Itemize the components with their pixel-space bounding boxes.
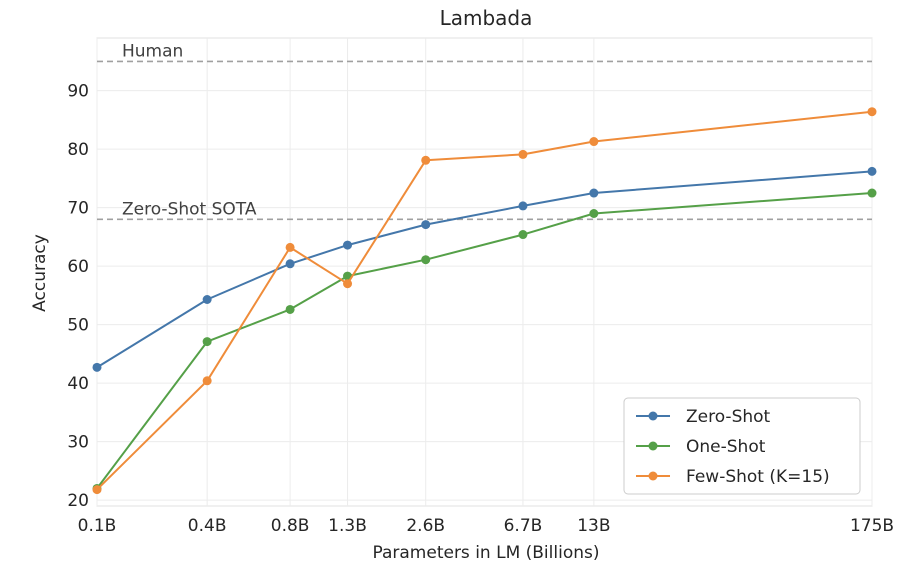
legend-box [623,397,861,495]
data-point [589,137,599,147]
y-axis-label: Accuracy [30,234,50,312]
legend-label: Zero-Shot [686,407,771,427]
data-point [421,255,431,265]
legend-label: One-Shot [686,437,766,457]
series-line [96,192,873,490]
chart-title: Lambada [440,6,533,30]
legend-item: One-Shot [636,437,766,457]
series-line [96,170,873,369]
legend: Zero-Shot One-Shot Few-Shot (K=15) [623,397,861,495]
data-point [202,294,212,304]
data-point [285,259,295,269]
legend-item: Zero-Shot [636,407,771,427]
x-tick-label: 1.3B [328,516,367,536]
legend-swatch-marker [648,471,658,481]
series-line [96,110,873,491]
series-zero-shot [92,166,877,372]
data-point [867,107,877,117]
x-tick-label: 13B [577,516,610,536]
data-point [343,279,353,289]
legend-label: Few-Shot (K=15) [686,467,830,487]
data-point [92,485,102,495]
data-point [92,362,102,372]
legend-item: Few-Shot (K=15) [636,467,830,487]
data-point [867,188,877,198]
x-tick-labels: 0.1B 0.4B 0.8B 1.3B 2.6B 6.7B 13B 175B [78,516,894,536]
data-point [589,188,599,198]
x-tick-label: 175B [850,516,894,536]
x-tick-label: 0.8B [271,516,310,536]
reference-lines: Human Zero-Shot SOTA [97,41,872,221]
y-tick-label: 80 [67,140,89,160]
y-tick-label: 60 [67,257,89,277]
y-tick-label: 50 [67,316,89,336]
legend-swatch-marker [648,411,658,421]
x-tick-label: 0.1B [78,516,117,536]
legend-swatch-marker [648,441,658,451]
series-few-shot-k-15 [92,107,877,495]
data-point [285,242,295,252]
x-tick-label: 6.7B [504,516,543,536]
data-point [285,304,295,314]
data-point [518,230,528,240]
x-tick-label: 2.6B [406,516,445,536]
series-lines [92,107,877,495]
data-point [421,220,431,230]
reference-line-label: Human [122,41,183,61]
data-point [421,155,431,165]
y-tick-label: 20 [67,491,89,511]
data-point [589,209,599,218]
data-point [518,201,528,211]
reference-line-label: Zero-Shot SOTA [122,199,257,219]
y-tick-label: 70 [67,199,89,219]
data-point [867,166,877,176]
y-tick-label: 30 [67,433,89,453]
x-tick-label: 0.4B [188,516,227,536]
data-point [343,240,353,250]
y-tick-label: 90 [67,82,89,102]
data-point [518,149,528,159]
data-point [202,337,212,347]
data-point [202,376,212,386]
x-axis-label: Parameters in LM (Billions) [372,543,599,563]
y-tick-label: 40 [67,374,89,394]
y-tick-labels: 20 30 40 50 60 70 80 90 [67,82,89,511]
